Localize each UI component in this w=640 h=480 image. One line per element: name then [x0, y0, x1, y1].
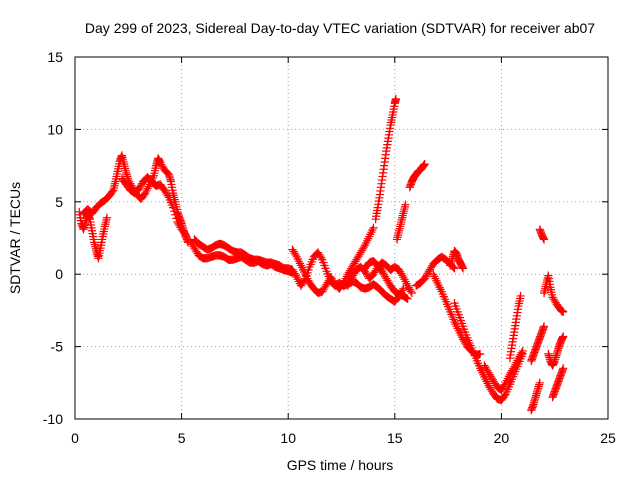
series-segment-1 [75, 207, 112, 263]
y-tick-label: -10 [43, 411, 63, 427]
series-segment-22 [539, 271, 568, 316]
series-segment-15 [429, 270, 485, 360]
series-segment-9 [360, 257, 412, 303]
data-point [168, 203, 178, 212]
data-point [535, 378, 544, 387]
series-segment-12 [405, 160, 429, 192]
x-tick-label: 10 [280, 430, 296, 446]
data-point [518, 346, 527, 356]
data-point [102, 213, 112, 222]
plot-frame [74, 56, 609, 420]
y-tick-label: 0 [55, 266, 63, 282]
data-point [180, 229, 189, 238]
data-point [475, 349, 485, 358]
series-segment-7 [288, 248, 408, 306]
series-segment-10 [371, 94, 400, 224]
x-tick-label: 20 [494, 430, 510, 446]
data-point [559, 332, 568, 341]
series-segment-2 [79, 151, 193, 247]
data-point [399, 284, 408, 293]
x-axis-label: GPS time / hours [287, 457, 394, 473]
data-point [450, 264, 459, 273]
data-point [391, 94, 400, 104]
data-point [539, 322, 549, 331]
data-point [458, 264, 468, 273]
data-point [170, 207, 179, 216]
data-point [181, 231, 190, 240]
series-segment-17 [480, 346, 527, 395]
series-segment-19 [527, 378, 544, 415]
y-tick-label: -5 [51, 339, 64, 355]
y-tick-label: 10 [47, 121, 63, 137]
x-tick-label: 25 [600, 430, 616, 446]
y-tick-label: 5 [55, 194, 63, 210]
data-point [171, 210, 180, 219]
series-segment-20 [527, 322, 549, 366]
series-segment-14 [446, 246, 468, 273]
data-point [420, 160, 429, 169]
data-point [559, 307, 568, 316]
x-tick-label: 5 [178, 430, 186, 446]
x-tick-label: 15 [387, 430, 403, 446]
series-segment-24 [548, 364, 568, 402]
series-segment-3 [117, 173, 190, 240]
series-segment-18 [505, 291, 525, 363]
y-tick-label: 15 [47, 49, 63, 65]
chart-title: Day 299 of 2023, Sidereal Day-to-day VTE… [85, 20, 595, 36]
tick-layer: 0 5 10 15 20 25 -10 -5 0 5 10 15 [43, 49, 616, 446]
series-segment-8 [343, 258, 416, 298]
data-point [108, 187, 117, 196]
series-segment-13 [412, 252, 459, 290]
series-segment-11 [392, 200, 410, 244]
data-layer [75, 94, 568, 415]
data-point [369, 223, 378, 232]
data-point [559, 364, 568, 373]
data-point [402, 293, 411, 303]
y-axis-label: SDTVAR / TECUs [7, 182, 23, 294]
series-segment-23 [544, 332, 568, 370]
data-point [401, 200, 410, 209]
series-segment-21 [535, 225, 549, 244]
data-point [539, 235, 549, 244]
data-point [403, 294, 412, 303]
grid-layer [75, 57, 608, 419]
data-point [172, 214, 181, 223]
data-point [407, 288, 416, 298]
x-tick-label: 0 [71, 430, 79, 446]
data-point [516, 291, 525, 301]
